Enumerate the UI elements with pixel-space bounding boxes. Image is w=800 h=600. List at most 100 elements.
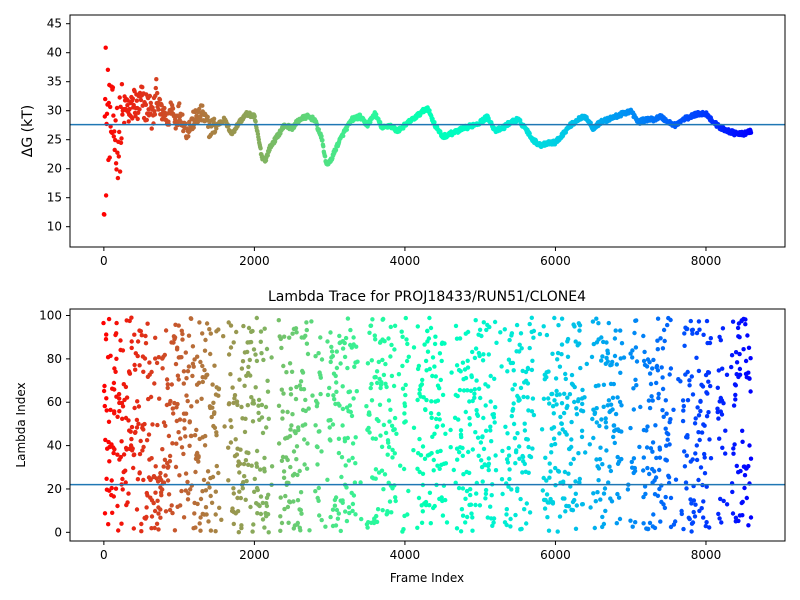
lambda-point [448, 427, 453, 433]
lambda-point [518, 385, 524, 391]
lambda-point [569, 372, 575, 378]
lambda-point [666, 475, 672, 480]
dg-point [130, 116, 135, 121]
lambda-point [249, 463, 254, 468]
lambda-point [510, 408, 515, 413]
dg-axes-frame [69, 14, 786, 248]
lambda-point [719, 412, 725, 417]
lambda-point [660, 346, 666, 351]
lambda-point [530, 446, 535, 451]
lambda-point [126, 369, 132, 374]
lambda-point [555, 529, 560, 534]
lambda-point [448, 445, 453, 450]
dg-point [341, 133, 346, 139]
lambda-point [284, 370, 289, 375]
lambda-point [405, 512, 410, 517]
lambda-point [593, 499, 598, 504]
lambda-point [162, 457, 168, 462]
lambda-point [557, 392, 562, 397]
lambda-point [654, 380, 659, 386]
lambda-point [178, 503, 183, 508]
lambda-point [276, 318, 281, 323]
lambda-point [117, 396, 122, 401]
lambda-point [147, 360, 152, 365]
lambda-point [605, 359, 610, 364]
dg-point [125, 103, 130, 108]
lambda-point [403, 315, 408, 321]
lambda-point [186, 333, 192, 338]
lambda-point [249, 395, 254, 400]
lambda-point [154, 360, 160, 366]
lambda-point [208, 528, 214, 533]
lambda-point [648, 446, 654, 451]
lambda-point [700, 384, 706, 389]
lambda-point [297, 383, 302, 388]
lambda-point [424, 397, 429, 403]
dg-point [252, 114, 257, 119]
lambda-point [139, 529, 144, 534]
lambda-point [216, 387, 221, 392]
lambda-point [539, 427, 545, 432]
lambda-point [377, 402, 383, 407]
lambda-point [338, 361, 343, 366]
lambda-point [243, 458, 249, 463]
lambda-point [198, 496, 204, 502]
dg-point [110, 85, 116, 90]
lambda-point [734, 360, 740, 365]
lambda-point [730, 489, 735, 495]
lambda-point [437, 466, 442, 471]
lambda-point [108, 407, 113, 413]
lambda-point [596, 383, 601, 388]
lambda-point [239, 404, 244, 410]
lambda-point [115, 414, 120, 419]
lambda-point [551, 436, 557, 441]
lambda-point [701, 332, 706, 337]
lambda-point [644, 445, 650, 450]
lambda-point [189, 404, 194, 409]
lambda-y-tick-label: 100 [39, 309, 62, 323]
lambda-point [687, 378, 692, 383]
lambda-point [197, 521, 202, 526]
lambda-point [618, 328, 623, 333]
lambda-point [185, 479, 190, 485]
lambda-point [248, 373, 253, 378]
lambda-point [524, 521, 529, 526]
lambda-point [226, 478, 231, 483]
lambda-point [580, 502, 585, 507]
lambda-point [213, 489, 218, 494]
lambda-point [163, 473, 168, 478]
lambda-point [455, 457, 460, 462]
lambda-point [687, 383, 692, 388]
lambda-point [685, 433, 690, 438]
lambda-point [545, 515, 550, 520]
lambda-point [191, 364, 196, 369]
lambda-point [231, 340, 236, 345]
lambda-point [526, 470, 531, 475]
lambda-point [351, 335, 356, 340]
lambda-point [208, 351, 213, 357]
dg-point [173, 126, 178, 131]
lambda-point [465, 365, 471, 370]
lambda-point [518, 331, 524, 336]
lambda-point [373, 337, 378, 342]
dg-point [195, 119, 200, 125]
lambda-point [368, 323, 374, 328]
lambda-point [420, 444, 426, 449]
lambda-point [519, 346, 524, 351]
lambda-point [472, 355, 478, 361]
dg-point [748, 130, 754, 135]
lambda-point [467, 399, 472, 404]
lambda-point [698, 408, 703, 414]
dg-point [146, 107, 151, 112]
lambda-point [173, 464, 179, 470]
lambda-point [680, 418, 686, 424]
lambda-point [459, 507, 465, 512]
lambda-point [660, 386, 666, 392]
lambda-point [741, 347, 746, 352]
lambda-point [740, 439, 745, 444]
lambda-point [746, 464, 751, 469]
lambda-point [630, 355, 635, 360]
lambda-point [737, 372, 743, 377]
lambda-point [685, 369, 690, 375]
lambda-point [248, 504, 253, 510]
